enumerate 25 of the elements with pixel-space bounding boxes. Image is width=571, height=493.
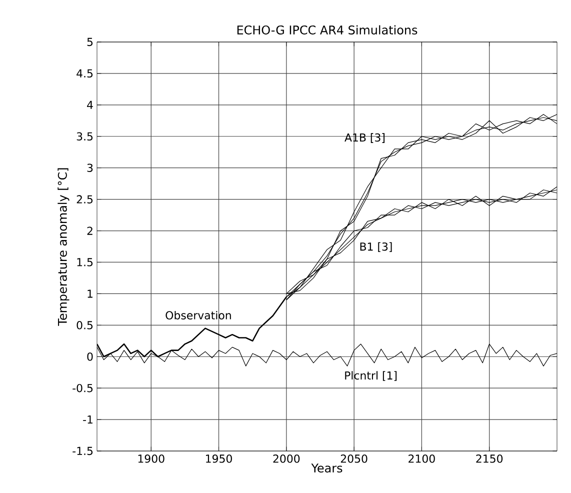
y-tick-label: 1: [88, 290, 92, 298]
x-tick-label: 2100: [408, 454, 435, 463]
x-tick-label: 2150: [476, 454, 503, 463]
y-tick-label: 0.5: [76, 321, 93, 330]
x-axis-title: Years: [311, 464, 342, 473]
y-tick-label: 5: [87, 38, 93, 46]
y-tick-label: 3: [87, 164, 93, 172]
x-tick-label: 2000: [273, 454, 300, 463]
series-label: Plcntrl [1]: [345, 371, 397, 381]
y-tick-label: 4.5: [76, 69, 93, 78]
y-tick-label: 4: [87, 100, 93, 109]
y-tick-label: 0: [87, 352, 93, 361]
y-tick-label: -1: [83, 416, 92, 424]
y-tick-label: -0.5: [72, 384, 93, 392]
y-tick-label: 2.5: [76, 195, 93, 204]
series-label: B1 [3]: [360, 242, 392, 252]
y-tick-label: 2: [87, 226, 92, 235]
x-tick-label: 1900: [138, 454, 164, 463]
x-tick-label: 2050: [340, 454, 368, 463]
chart-title: ECHO-G IPCC AR4 Simulations: [237, 25, 418, 34]
y-tick-label: 1.5: [77, 258, 93, 266]
y-axis-title: Temperature anomaly [°C]: [58, 168, 70, 326]
y-tick-label: -1.5: [72, 446, 93, 456]
x-tick-label: 1950: [206, 454, 232, 463]
y-tick-label: 3.5: [76, 132, 93, 141]
